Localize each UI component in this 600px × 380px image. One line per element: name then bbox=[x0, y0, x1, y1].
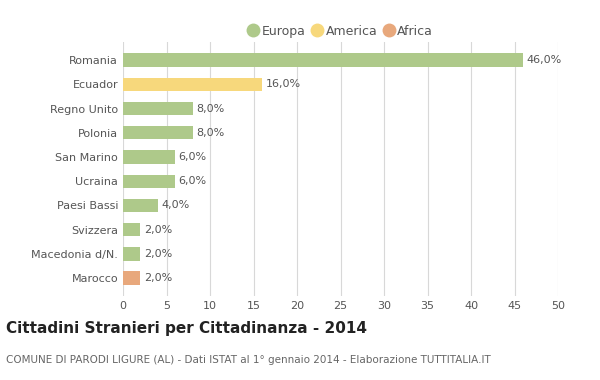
Bar bbox=[123, 150, 175, 164]
Bar bbox=[123, 102, 193, 115]
Text: 2,0%: 2,0% bbox=[144, 225, 172, 235]
Text: 4,0%: 4,0% bbox=[161, 201, 190, 211]
Bar bbox=[123, 223, 140, 236]
Text: 6,0%: 6,0% bbox=[179, 176, 207, 186]
Bar bbox=[123, 53, 523, 67]
Text: 2,0%: 2,0% bbox=[144, 249, 172, 259]
Text: 46,0%: 46,0% bbox=[527, 55, 562, 65]
Text: 2,0%: 2,0% bbox=[144, 273, 172, 283]
Legend: Europa, America, Africa: Europa, America, Africa bbox=[243, 20, 438, 43]
Bar bbox=[123, 78, 262, 91]
Bar bbox=[123, 174, 175, 188]
Bar bbox=[123, 126, 193, 139]
Text: 6,0%: 6,0% bbox=[179, 152, 207, 162]
Text: COMUNE DI PARODI LIGURE (AL) - Dati ISTAT al 1° gennaio 2014 - Elaborazione TUTT: COMUNE DI PARODI LIGURE (AL) - Dati ISTA… bbox=[6, 355, 491, 365]
Text: Cittadini Stranieri per Cittadinanza - 2014: Cittadini Stranieri per Cittadinanza - 2… bbox=[6, 321, 367, 336]
Bar bbox=[123, 199, 158, 212]
Bar bbox=[123, 271, 140, 285]
Bar bbox=[123, 247, 140, 261]
Text: 8,0%: 8,0% bbox=[196, 103, 224, 114]
Text: 16,0%: 16,0% bbox=[266, 79, 301, 89]
Text: 8,0%: 8,0% bbox=[196, 128, 224, 138]
